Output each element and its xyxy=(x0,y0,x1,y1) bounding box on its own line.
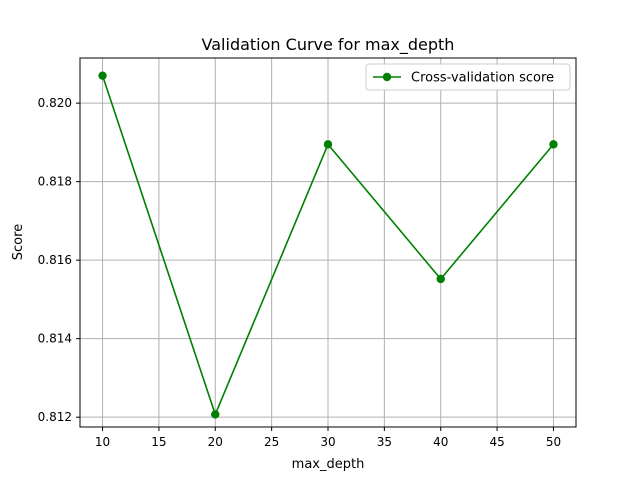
x-axis-label: max_depth xyxy=(292,457,365,472)
legend: Cross-validation score xyxy=(365,63,571,91)
x-tick-label: 15 xyxy=(151,435,166,449)
chart-title: Validation Curve for max_depth xyxy=(202,35,455,55)
legend-marker-sample xyxy=(382,72,392,82)
x-tick-label: 45 xyxy=(489,435,504,449)
y-tick-label: 0.812 xyxy=(38,410,72,424)
x-tick-label: 10 xyxy=(95,435,110,449)
grid xyxy=(80,58,576,427)
y-axis-label: Score xyxy=(11,224,26,260)
x-tick-label: 20 xyxy=(208,435,223,449)
x-tick-label: 25 xyxy=(264,435,279,449)
axis-ticks: 10 15 20 25 30 35 40 45 50 0.812 0.814 0.816 0.818 0.… xyxy=(38,96,561,449)
data-point xyxy=(98,71,107,80)
data-point xyxy=(549,140,558,149)
x-tick-label: 35 xyxy=(377,435,392,449)
data-point xyxy=(323,140,333,149)
x-tick-label: 30 xyxy=(320,435,335,449)
x-tick-label: 40 xyxy=(433,435,448,449)
y-tick-label: 0.816 xyxy=(38,253,72,267)
y-tick-label: 0.814 xyxy=(38,332,72,346)
data-point xyxy=(211,410,220,419)
y-tick-label: 0.818 xyxy=(38,175,72,189)
legend-series-label: Cross-validation score xyxy=(411,71,554,86)
x-tick-label: 50 xyxy=(546,435,561,449)
data-point xyxy=(436,274,445,284)
y-tick-label: 0.820 xyxy=(38,96,72,110)
legend-box xyxy=(365,63,571,91)
series-layer xyxy=(98,71,558,419)
